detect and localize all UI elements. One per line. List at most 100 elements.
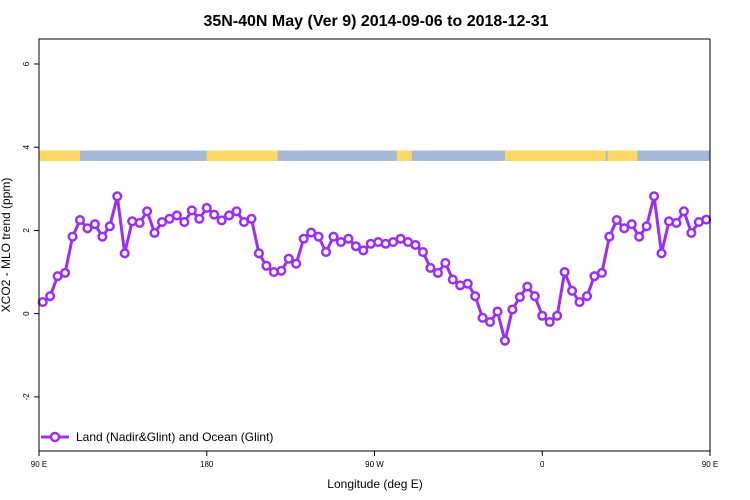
data-point [253, 248, 264, 259]
data-point [656, 248, 667, 259]
chart-title: 35N-40N May (Ver 9) 2014-09-06 to 2018-1… [203, 13, 548, 30]
x-tick-label: 90 E [702, 460, 718, 469]
data-point [544, 316, 555, 328]
data-point [641, 221, 652, 232]
data-point [45, 291, 56, 302]
data-point [425, 262, 436, 273]
data-point [507, 304, 518, 315]
y-tick-label: -2 [22, 393, 31, 401]
data-point [298, 233, 309, 244]
data-point [194, 213, 205, 224]
data-point [440, 257, 451, 268]
x-tick-label: 90 E [31, 460, 47, 469]
data-point [499, 335, 511, 346]
data-point [634, 231, 645, 242]
data-point [514, 291, 525, 303]
data-point [559, 267, 570, 278]
y-axis-label: XCO2 - MLO trend (ppm) [0, 178, 13, 313]
x-tick-label: 0 [540, 460, 545, 469]
data-point [104, 221, 115, 232]
x-axis: 90 E 180 90 W 0 90 E [31, 451, 718, 469]
data-point [209, 209, 220, 220]
series-line-group [41, 194, 707, 343]
data-point [283, 253, 294, 264]
data-point [552, 310, 563, 321]
land-band-segment [206, 150, 278, 161]
legend: Land (Nadir&Glint) and Ocean (Glint) [41, 430, 273, 444]
data-point [112, 191, 123, 202]
x-tick-label: 180 [200, 460, 214, 469]
land-band-segment [396, 150, 412, 161]
data-point [246, 213, 257, 224]
series-points-group [37, 191, 712, 346]
data-point [358, 245, 369, 256]
data-point [171, 210, 182, 221]
ocean-band [39, 150, 710, 161]
data-point [328, 231, 339, 242]
data-point [432, 267, 443, 278]
data-point [604, 231, 615, 242]
data-point [537, 310, 548, 321]
data-point [492, 306, 503, 317]
legend-label: Land (Nadir&Glint) and Ocean (Glint) [76, 430, 273, 444]
data-point [671, 217, 682, 228]
data-point [291, 258, 302, 269]
data-point [313, 231, 324, 242]
data-point [179, 217, 190, 228]
data-point [276, 265, 287, 276]
data-point [574, 296, 585, 308]
data-point [701, 214, 712, 225]
data-point [477, 312, 488, 323]
data-point [231, 206, 242, 217]
data-point [142, 206, 153, 217]
series-line [41, 194, 707, 343]
land-band-segment [39, 150, 81, 161]
data-point [649, 191, 660, 202]
data-point [343, 233, 354, 244]
y-axis: -2 0 2 4 6 [22, 61, 39, 400]
data-point [149, 227, 160, 238]
y-tick-label: 0 [22, 311, 31, 316]
x-tick-label: 90 W [365, 460, 384, 469]
data-point [60, 267, 71, 278]
data-point [67, 231, 78, 242]
land-band-segment [607, 150, 638, 161]
y-tick-label: 6 [22, 61, 31, 66]
data-point [686, 227, 697, 238]
data-point [417, 247, 429, 258]
data-point [470, 291, 481, 302]
data-point [350, 241, 361, 252]
data-point [619, 223, 630, 234]
data-point [134, 217, 145, 228]
data-point [82, 223, 93, 234]
data-point [447, 274, 458, 285]
y-tick-label: 2 [22, 228, 31, 233]
data-point [522, 281, 533, 292]
x-axis-label: Longitude (deg E) [327, 477, 422, 491]
data-point [462, 278, 473, 289]
data-point [216, 215, 227, 226]
data-point [201, 202, 212, 214]
data-point [678, 206, 689, 217]
data-point [626, 219, 637, 230]
data-point [261, 260, 272, 271]
data-point [410, 239, 421, 251]
data-point [529, 291, 540, 302]
land-band-segment [504, 150, 606, 161]
data-point [74, 214, 86, 226]
data-point [567, 285, 578, 296]
data-point [485, 316, 496, 328]
data-point [320, 247, 332, 258]
data-point [119, 248, 130, 259]
y-tick-label: 4 [22, 144, 31, 149]
data-point [581, 291, 593, 302]
data-point [306, 227, 317, 238]
legend-marker-swatch [49, 431, 61, 443]
data-point [97, 231, 108, 242]
data-point [186, 205, 197, 216]
data-point [224, 210, 235, 221]
data-point [596, 267, 607, 278]
data-point [611, 214, 622, 226]
data-point [89, 219, 100, 230]
